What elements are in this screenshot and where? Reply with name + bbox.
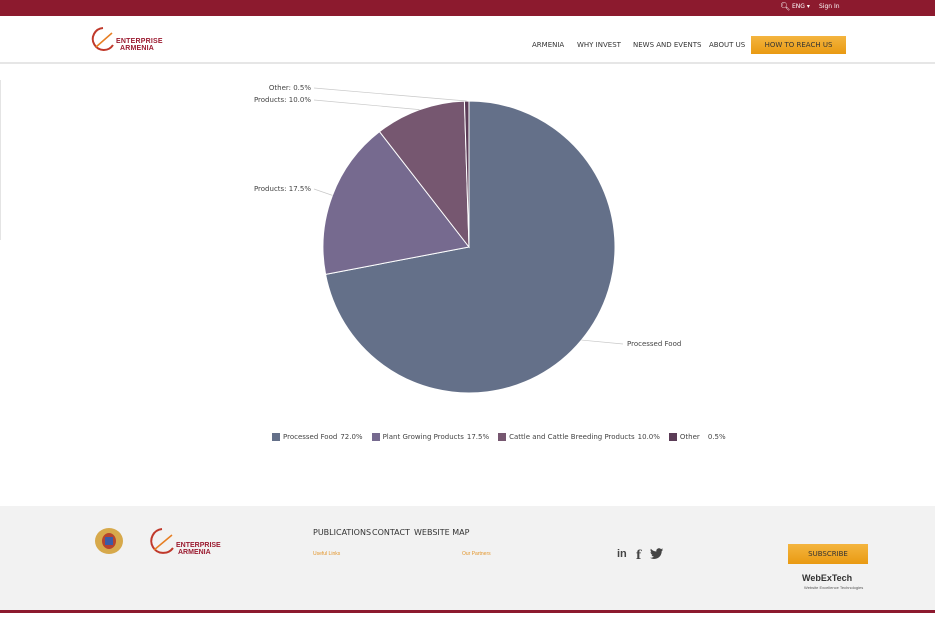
legend-label: Plant Growing Products [382,433,464,441]
site-logo[interactable]: ENTERPRISE ARMENIA [90,25,163,55]
legend-item[interactable]: Cattle and Cattle Breeding Products 10.0% [498,433,660,441]
leader-line [313,188,333,196]
sign-in-link[interactable]: Sign In [819,3,840,10]
data-label: Other: 0.5% [269,84,311,92]
footer-logo-line2: ARMENIA [178,549,211,556]
footer-bottom-bar [0,610,935,623]
legend-swatch [498,433,507,441]
pie-slice-plant-growing-products[interactable] [322,130,470,275]
our-partners[interactable]: Our Partners [462,551,491,557]
linkedin-icon[interactable]: in [617,548,627,560]
legend-item[interactable]: Plant Growing Products 17.5% [371,433,490,441]
top-bar: 🔍︎ ENG ▾ Sign In [0,0,935,16]
logo-swoosh-icon [91,27,114,51]
footer-link-website-map[interactable]: WEBSITE MAP [414,528,470,537]
site-footer: ENTERPRISE ARMENIA PUBLICATIONS CONTACT … [0,506,935,610]
legend-swatch [272,433,280,441]
legend-label: Cattle and Cattle Breeding Products [509,433,635,441]
coat-of-arms-icon [95,528,123,554]
legend-swatch [371,433,380,441]
nav-news-and-events[interactable]: NEWS AND EVENTS [633,41,702,49]
footer-logo[interactable]: ENTERPRISE ARMENIA [148,526,228,558]
webextech-logo[interactable]: WebExTech [802,573,853,583]
leader-line [313,99,420,110]
content-divider [0,80,1,240]
legend-swatch [668,433,677,441]
subscribe-button[interactable]: SUBSCRIBE [788,544,868,564]
legend-value: 0.5% [707,433,726,441]
nav-why-invest[interactable]: WHY INVEST [577,41,621,49]
nav-armenia[interactable]: ARMENIA [532,41,565,49]
footer-logo-line1: ENTERPRISE [176,542,221,549]
pie-slice-cattle-and-cattle-breeding-products[interactable] [378,100,470,249]
webextech-tagline: Website Excellence Technologies [804,585,864,590]
facebook-icon[interactable]: f [636,548,642,562]
nav-about-us[interactable]: ABOUT US [709,41,746,49]
chart-legend: Processed Food 72.0% Plant Growing Product… [272,432,735,442]
twitter-icon[interactable] [650,548,663,559]
legend-label: Other [679,433,700,441]
legend-value: 17.5% [466,433,490,441]
chevron-down-icon: ▾ [806,3,810,10]
legend-label: Processed Food [283,433,338,441]
legend-value: 72.0% [340,433,363,441]
leader-line [581,339,624,345]
logo-swoosh-icon [150,528,174,554]
search-icon[interactable]: 🔍︎ [780,2,791,11]
pie-slice-processed-food[interactable] [325,100,616,394]
footer-link-publications[interactable]: PUBLICATIONS [313,528,372,537]
pie-chart: Processed Food Products: 17.5% Products: 1… [254,84,681,394]
language-label: ENG [792,3,805,10]
footer-link-contact[interactable]: CONTACT [372,528,410,537]
data-label: Products: 17.5% [254,185,311,193]
language-selector[interactable]: ENG ▾ [792,3,810,10]
leader-line [313,87,467,102]
data-label: Products: 10.0% [254,96,311,104]
legend-item[interactable]: Processed Food 72.0% [272,433,363,441]
useful-links[interactable]: Useful Links [313,551,341,557]
logo-text-line2: ARMENIA [120,45,155,52]
legend-value: 10.0% [637,433,660,441]
site-header: ENTERPRISE ARMENIA ARMENIA WHY INVEST NE… [0,16,935,64]
logo-text-line1: ENTERPRISE [116,38,163,45]
legend-item[interactable]: Other 0.5% [668,433,726,441]
data-label: Processed Food [627,340,681,348]
how-to-reach-us-button[interactable]: HOW TO REACH US [751,36,846,54]
